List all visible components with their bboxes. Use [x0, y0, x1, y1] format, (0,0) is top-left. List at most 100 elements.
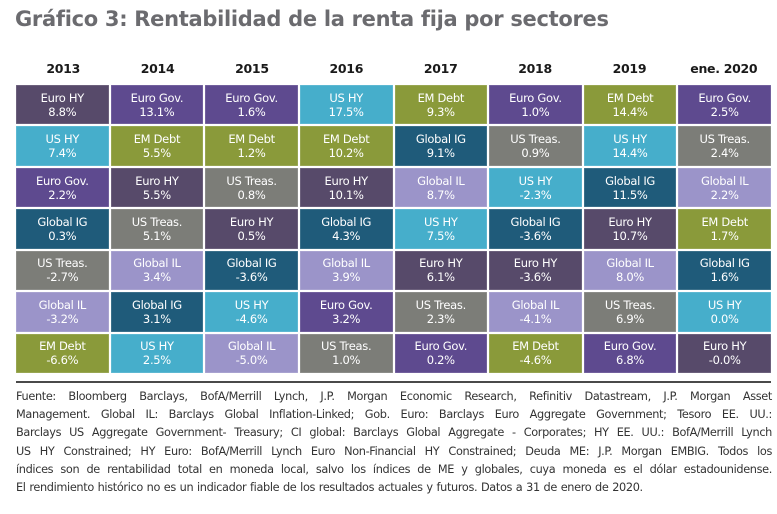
- sector-label: Global IG: [415, 132, 466, 147]
- return-value: 7.4%: [48, 146, 77, 161]
- footnote-line: índices son de rentabilidad total en mon…: [16, 462, 772, 476]
- return-value: 13.1%: [139, 104, 175, 119]
- quilt-cell: US Treas. 6.9%: [583, 292, 677, 332]
- sector-label: Euro Gov.: [319, 297, 373, 312]
- return-value: 0.3%: [48, 228, 77, 243]
- return-value: -6.6%: [46, 353, 79, 368]
- column-header: 2016: [329, 61, 364, 76]
- return-value: 2.4%: [710, 146, 739, 161]
- footnote-line: Fuente: Bloomberg Barclays, BofA/Merrill…: [16, 390, 772, 403]
- sector-label: Global IG: [37, 214, 88, 229]
- quilt-cell: Euro Gov. 1.6%: [205, 85, 298, 125]
- column-header: 2018: [518, 61, 552, 76]
- quilt-cell: US Treas. 5.1%: [110, 209, 204, 249]
- return-value: 1.2%: [237, 146, 266, 161]
- sector-label: EM Debt: [228, 132, 275, 147]
- sector-label: Global IG: [605, 173, 656, 188]
- return-value: 11.5%: [612, 187, 648, 202]
- quilt-cell: Euro Gov. 6.8%: [583, 333, 677, 373]
- return-value: -3.6%: [519, 228, 552, 243]
- quilt-cell: Global IL 3.4%: [110, 250, 204, 291]
- return-value: 6.1%: [426, 270, 455, 285]
- return-value: 5.5%: [142, 146, 171, 161]
- quilt-cell: EM Debt -4.6%: [489, 333, 582, 373]
- return-value: 0.0%: [710, 311, 739, 326]
- return-value: -0.0%: [708, 353, 741, 368]
- footnote-line: El rendimiento histórico no es un indica…: [16, 481, 643, 495]
- return-value: 8.0%: [616, 270, 645, 285]
- sector-label: US Treas.: [321, 339, 372, 354]
- return-value: 0.2%: [426, 353, 455, 368]
- column-header: 2019: [612, 61, 647, 76]
- chart-title: Gráfico 3: Rentabilidad de la renta fija…: [15, 7, 609, 31]
- quilt-cell: Euro Gov. 13.1%: [110, 85, 204, 125]
- sector-label: US HY: [45, 132, 80, 147]
- sector-label: US HY: [140, 339, 174, 354]
- quilt-cell: Euro Gov. 0.2%: [394, 333, 488, 373]
- source-footnote: Fuente: Bloomberg Barclays, BofA/Merrill…: [16, 388, 772, 497]
- return-value: 9.3%: [426, 104, 455, 119]
- sector-label: Global IL: [133, 256, 181, 271]
- sector-label: Euro Gov.: [414, 339, 468, 354]
- quilt-cell: US HY -4.6%: [205, 292, 298, 332]
- column-headers: 2013 2014 2015 2016 2017 2018 2019 ene. 2020: [16, 57, 771, 81]
- sector-label: EM Debt: [322, 132, 370, 147]
- sector-label: Global IG: [510, 214, 561, 229]
- return-value: 2.5%: [710, 104, 739, 119]
- return-value: 1.6%: [237, 104, 266, 119]
- return-value: 3.1%: [142, 311, 171, 326]
- quilt-cell: EM Debt 14.4%: [583, 85, 677, 125]
- sector-label: Global IL: [511, 297, 560, 312]
- sector-label: EM Debt: [133, 132, 181, 147]
- quilt-cell: Global IL -3.2%: [16, 292, 109, 332]
- quilt-cell: Global IG 1.6%: [678, 250, 771, 291]
- quilt-cell: Euro HY 6.1%: [394, 250, 488, 291]
- sector-label: Euro Gov.: [698, 90, 751, 105]
- return-value: 6.8%: [616, 353, 645, 368]
- sector-label: Euro HY: [324, 173, 369, 188]
- quilt-cell: Global IG -3.6%: [489, 209, 582, 249]
- return-value: 5.1%: [142, 228, 171, 243]
- sector-label: US HY: [234, 297, 269, 312]
- quilt-cell: US HY 7.4%: [16, 126, 109, 166]
- sector-label: US Treas.: [226, 173, 277, 188]
- quilt-cell: Euro Gov. 1.0%: [489, 85, 582, 125]
- return-value: 5.5%: [142, 187, 171, 202]
- return-value: -3.2%: [46, 311, 79, 326]
- sector-label: Euro Gov.: [509, 90, 562, 105]
- sector-label: Euro HY: [703, 339, 747, 354]
- quilt-cell: Euro HY -0.0%: [678, 333, 771, 373]
- quilt-cell: US HY 17.5%: [299, 85, 393, 125]
- column-header: 2014: [140, 61, 175, 76]
- sector-label: US Treas.: [37, 256, 88, 271]
- return-value: 4.3%: [332, 228, 361, 243]
- sector-label: EM Debt: [701, 214, 748, 229]
- sector-label: Euro HY: [40, 90, 85, 105]
- sector-label: Global IL: [700, 173, 749, 188]
- quilt-cell: Global IG 3.1%: [110, 292, 204, 332]
- sector-label: Euro HY: [229, 214, 274, 229]
- return-value: 14.4%: [612, 146, 648, 161]
- return-value: 9.1%: [426, 146, 455, 161]
- quilt-cell: Euro HY 10.1%: [299, 167, 393, 208]
- sector-label: US Treas.: [131, 214, 183, 229]
- return-value: 1.0%: [332, 353, 361, 368]
- return-value: 10.2%: [328, 146, 364, 161]
- quilt-cell: EM Debt -6.6%: [16, 333, 109, 373]
- quilt-cell: US HY 2.5%: [110, 333, 204, 373]
- return-value: 17.5%: [328, 104, 364, 119]
- quilt-cell: US Treas. 2.3%: [394, 292, 488, 332]
- return-value: -2.3%: [519, 187, 552, 202]
- return-value: 0.5%: [237, 228, 266, 243]
- return-value: 7.5%: [426, 228, 455, 243]
- sector-label: EM Debt: [39, 339, 86, 354]
- sector-label: Global IG: [131, 297, 182, 312]
- quilt-cell: Euro HY -3.6%: [489, 250, 582, 291]
- sector-label: US HY: [424, 214, 458, 229]
- quilt-cell: US HY -2.3%: [489, 167, 582, 208]
- sector-label: US Treas.: [604, 297, 656, 312]
- sector-label: Euro Gov.: [130, 90, 184, 105]
- return-value: 0.8%: [237, 187, 266, 202]
- return-value: 10.1%: [328, 187, 364, 202]
- quilt-cell: Global IG 9.1%: [394, 126, 488, 166]
